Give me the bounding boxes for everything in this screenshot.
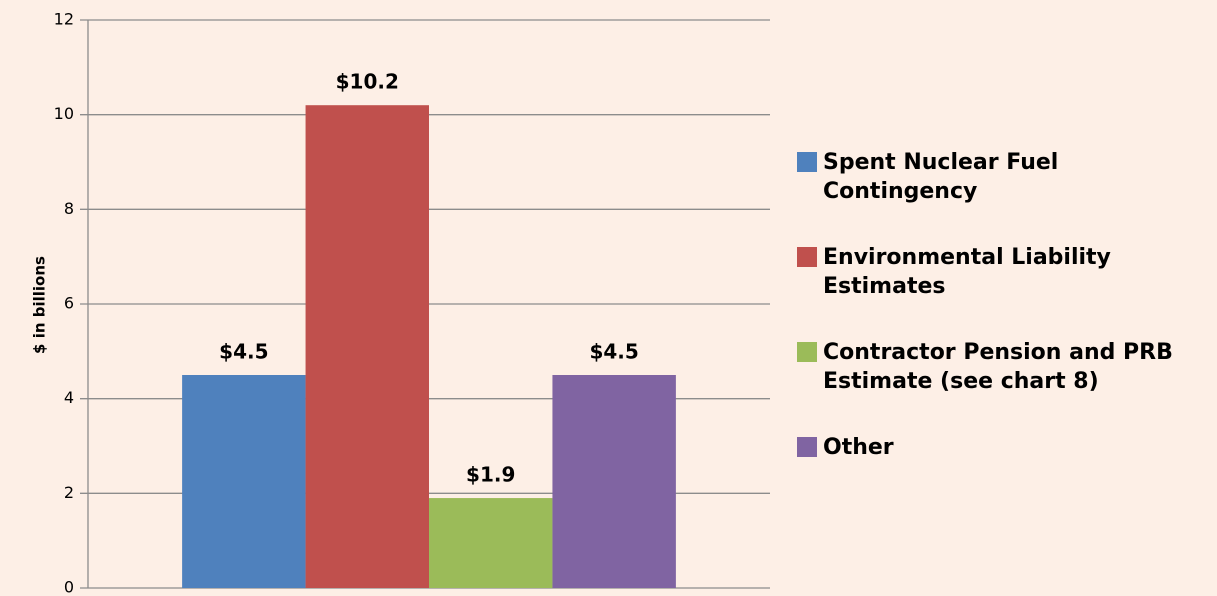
data-label: $4.5 <box>219 340 268 364</box>
y-tick-label: 10 <box>54 104 74 123</box>
chart: $ in billions 0 2 4 6 8 10 12 $4.5 $10.2 $1.9 $4.5 <box>31 10 770 596</box>
y-axis-label: $ in billions <box>31 256 49 354</box>
legend-entry: Environmental Liability Estimates <box>797 243 1207 338</box>
legend-entry: Spent Nuclear Fuel Contingency <box>797 148 1207 243</box>
y-tick-label: 12 <box>54 10 74 29</box>
legend-label: Environmental Liability Estimates <box>823 245 1111 299</box>
legend-swatch <box>797 247 817 267</box>
bar <box>182 375 306 588</box>
y-tick-label: 0 <box>64 578 74 596</box>
legend-label: Contractor Pension and PRB Estimate (see… <box>823 340 1173 394</box>
y-tick-label: 8 <box>64 199 74 218</box>
bar <box>429 498 553 588</box>
y-tick-label: 2 <box>64 483 74 502</box>
data-label: $10.2 <box>336 70 399 94</box>
data-label: $1.9 <box>466 463 515 487</box>
bar <box>552 375 676 588</box>
y-tick-label: 6 <box>64 294 74 313</box>
legend-entry: Other <box>797 433 1207 528</box>
y-tick-label: 4 <box>64 388 74 407</box>
legend-swatch <box>797 152 817 172</box>
legend-label: Other <box>823 435 894 460</box>
data-label: $4.5 <box>589 340 638 364</box>
legend: Spent Nuclear Fuel Contingency Environmen… <box>797 148 1207 528</box>
bar <box>305 105 429 588</box>
legend-entry: Contractor Pension and PRB Estimate (see… <box>797 338 1207 433</box>
legend-swatch <box>797 342 817 362</box>
legend-label: Spent Nuclear Fuel Contingency <box>823 150 1059 204</box>
legend-swatch <box>797 437 817 457</box>
